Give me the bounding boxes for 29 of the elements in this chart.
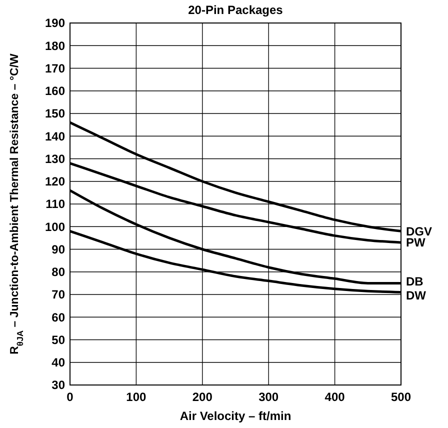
x-tick-label: 200 [192,390,213,404]
y-tick-label: 90 [52,242,66,256]
y-tick-label: 140 [44,129,66,144]
x-tick-label: 300 [258,390,279,404]
y-tick-label: 170 [44,61,66,76]
y-tick-label: 120 [44,174,66,189]
y-tick-label: 180 [44,38,66,53]
x-axis-title: Air Velocity – ft/min [180,409,292,423]
x-tick-label: 500 [390,390,412,404]
series-label: DGV [406,224,432,238]
y-tick-label: 70 [52,288,66,302]
y-tick-label: 130 [44,152,66,166]
series-label: DW [406,288,427,302]
x-tick-label: 100 [126,390,147,404]
y-tick-label: 60 [52,310,66,324]
y-tick-label: 190 [44,16,66,30]
y-tick-label: 100 [44,220,66,234]
y-tick-label: 40 [52,356,66,370]
y-tick-label: 30 [52,378,66,392]
series-label: PW [406,236,426,250]
y-tick-label: 50 [52,332,66,347]
y-tick-label: 160 [44,84,66,98]
y-tick-label: 80 [52,265,66,280]
x-tick-label: 0 [66,390,74,404]
y-tick-label: 150 [44,106,66,121]
x-tick-label: 400 [324,390,346,404]
series-label: DB [406,274,424,288]
y-tick-label: 110 [46,197,66,212]
chart-title: 20-Pin Packages [188,3,284,17]
